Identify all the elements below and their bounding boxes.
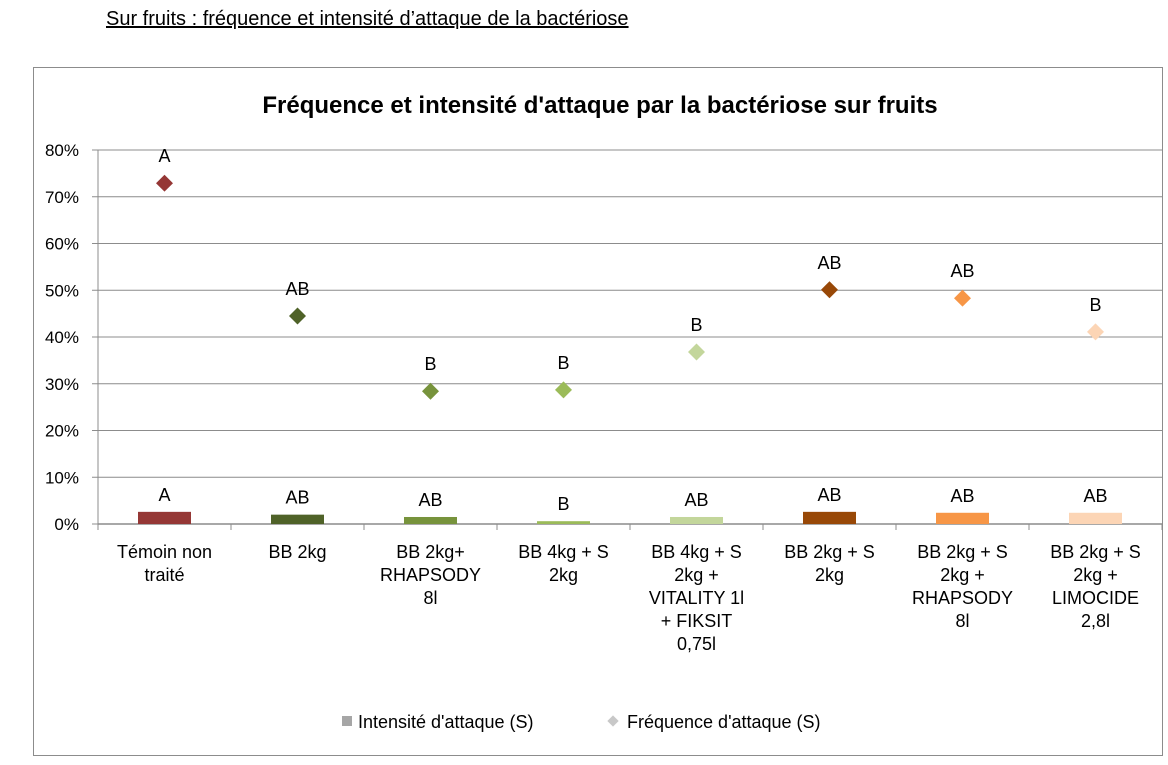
x-category-label: BB 2kg + S [917, 542, 1008, 562]
legend-bar-marker-icon [342, 716, 352, 726]
intensity-significance-label: AB [1083, 486, 1107, 506]
x-category-label: 2kg + [674, 565, 719, 585]
legend-frequency-label: Fréquence d'attaque (S) [627, 712, 821, 732]
y-tick-label: 30% [45, 375, 79, 394]
intensity-bar [803, 511, 856, 524]
x-category-label: BB 2kg+ [396, 542, 465, 562]
x-category-label: BB 2kg + S [784, 542, 875, 562]
x-category-label: + FIKSIT [661, 611, 733, 631]
legend-diamond-marker-icon [607, 715, 619, 727]
intensity-significance-label: AB [418, 490, 442, 510]
y-tick-label: 80% [45, 141, 79, 160]
x-category-label: BB 4kg + S [518, 542, 609, 562]
intensity-significance-label: AB [817, 485, 841, 505]
intensity-bar [404, 516, 457, 524]
intensity-bar [271, 514, 324, 524]
intensity-significance-label: AB [950, 486, 974, 506]
intensity-significance-label: AB [684, 490, 708, 510]
y-tick-label: 20% [45, 422, 79, 441]
frequency-significance-label: B [424, 354, 436, 374]
frequency-significance-label: AB [285, 279, 309, 299]
frequency-significance-label: B [557, 353, 569, 373]
frequency-point [688, 343, 705, 361]
x-category-label: LIMOCIDE [1052, 588, 1139, 608]
x-category-label: 0,75l [677, 634, 716, 654]
intensity-significance-label: AB [285, 488, 309, 508]
x-category-label: BB 2kg [268, 542, 326, 562]
frequency-significance-label: AB [817, 253, 841, 273]
intensity-significance-label: A [158, 485, 170, 505]
x-category-label: 2kg [549, 565, 578, 585]
frequency-significance-label: AB [950, 261, 974, 281]
frequency-point [1087, 323, 1104, 341]
frequency-point [289, 307, 306, 325]
intensity-bar [537, 521, 590, 524]
x-category-label: 2kg [815, 565, 844, 585]
y-tick-label: 50% [45, 281, 79, 300]
frequency-point [156, 174, 173, 192]
chart-frame [33, 67, 1163, 756]
y-tick-label: 60% [45, 235, 79, 254]
chart-title: Fréquence et intensité d'attaque par la … [262, 92, 937, 119]
frequency-point [422, 382, 439, 400]
x-category-label: RHAPSODY [380, 565, 481, 585]
intensity-bar [1069, 512, 1122, 524]
x-category-label: VITALITY 1l [649, 588, 744, 608]
x-category-label: 2kg + [940, 565, 985, 585]
intensity-bar [936, 512, 989, 524]
intensity-significance-label: B [557, 494, 569, 514]
x-category-label: BB 2kg + S [1050, 542, 1141, 562]
x-category-label: traité [144, 565, 184, 585]
frequency-significance-label: B [1089, 295, 1101, 315]
frequency-point [954, 289, 971, 307]
y-tick-label: 10% [45, 468, 79, 487]
intensity-bar [138, 511, 191, 524]
x-category-label: Témoin non [117, 542, 212, 562]
x-category-label: 8l [955, 611, 969, 631]
frequency-significance-label: A [158, 146, 170, 166]
frequency-point [555, 381, 572, 399]
frequency-significance-label: B [690, 315, 702, 335]
x-category-label: 2kg + [1073, 565, 1118, 585]
frequency-point [821, 281, 838, 299]
page-heading: Sur fruits : fréquence et intensité d’at… [106, 8, 629, 30]
legend-intensity-label: Intensité d'attaque (S) [358, 712, 534, 732]
x-category-label: BB 4kg + S [651, 542, 742, 562]
intensity-bar [670, 516, 723, 524]
x-category-label: RHAPSODY [912, 588, 1013, 608]
x-category-label: 2,8l [1081, 611, 1110, 631]
x-category-label: 8l [423, 588, 437, 608]
y-tick-label: 0% [54, 515, 79, 534]
y-tick-label: 70% [45, 188, 79, 207]
y-tick-label: 40% [45, 328, 79, 347]
